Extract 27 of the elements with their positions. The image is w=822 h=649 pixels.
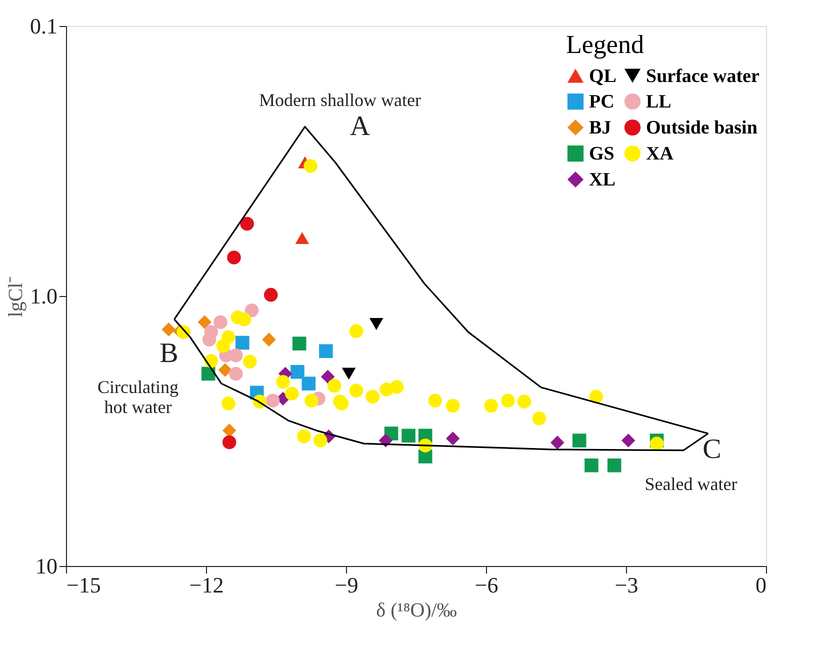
x-tick-label: −12 [189, 572, 224, 598]
x-axis-title: δ (¹⁸O)/‰ [376, 600, 457, 622]
legend-label: PC [589, 92, 614, 112]
y-axis-title: lgCl⁻ [5, 276, 27, 318]
legend-label: Outside basin [646, 118, 758, 138]
annotation: Circulating hot water [98, 377, 178, 417]
y-tick-label: 1.0 [30, 284, 58, 308]
legend-label: QL [589, 66, 616, 87]
x-tick-label: 0 [756, 572, 766, 598]
legend-label: XL [589, 170, 616, 190]
legend-label: GS [589, 144, 614, 164]
annotation: A [350, 111, 371, 142]
legend-title: Legend [566, 30, 644, 59]
legend-label: XA [646, 144, 674, 164]
y-tick-label: 0.1 [30, 14, 58, 38]
legend-label: BJ [589, 118, 612, 138]
legend-label: LL [646, 92, 672, 112]
annotation: Modern shallow water [259, 90, 421, 110]
annotation: B [160, 338, 178, 369]
legend-label: Surface water [646, 66, 760, 87]
x-tick-label: −9 [334, 572, 358, 598]
annotation: C [702, 434, 722, 465]
x-tick-label: −15 [66, 572, 101, 598]
y-tick-label: 10 [36, 554, 58, 578]
x-tick-label: −3 [614, 572, 638, 598]
annotation: Sealed water [644, 474, 738, 494]
x-tick-label: −6 [474, 572, 498, 598]
